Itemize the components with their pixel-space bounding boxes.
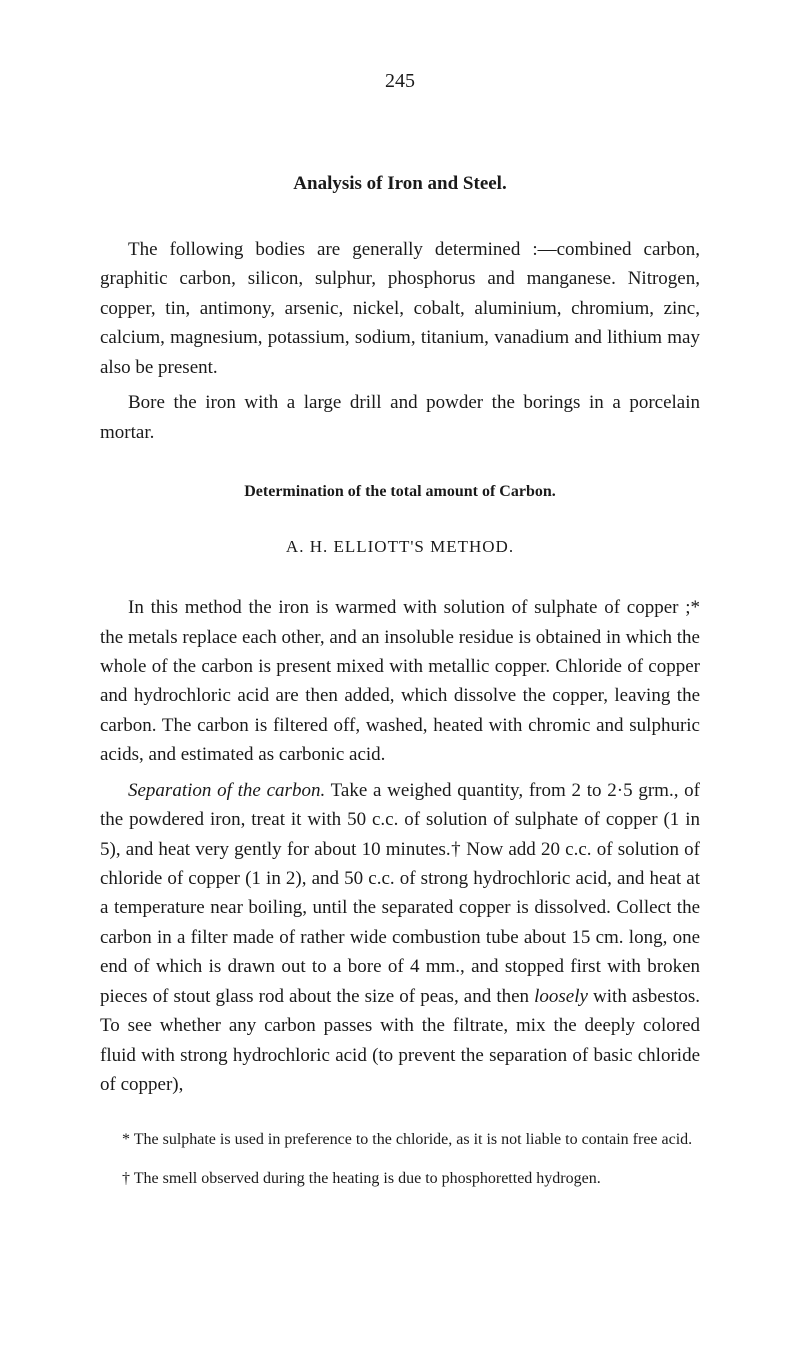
paragraph-bore: Bore the iron with a large drill and pow…	[100, 388, 700, 447]
page-number: 245	[100, 70, 700, 93]
main-title: Analysis of Iron and Steel.	[100, 173, 700, 195]
footnote-1: * The sulphate is used in preference to …	[100, 1128, 700, 1151]
paragraph-separation: Separation of the carbon. Take a weighed…	[100, 776, 700, 1100]
separation-lead: Separation of the carbon.	[128, 780, 325, 801]
paragraph-method-intro: In this method the iron is warmed with s…	[100, 593, 700, 770]
page: 245 Analysis of Iron and Steel. The foll…	[0, 0, 800, 1349]
footnotes: * The sulphate is used in preference to …	[100, 1128, 700, 1190]
separation-body: Take a weighed quantity, from 2 to 2·5 g…	[100, 780, 700, 1007]
paragraph-intro: The following bodies are generally deter…	[100, 235, 700, 382]
footnote-2: † The smell observed during the heating …	[100, 1167, 700, 1190]
separation-loosely: loosely	[534, 986, 588, 1007]
method-title: A. H. ELLIOTT'S METHOD.	[100, 537, 700, 557]
section-title: Determination of the total amount of Car…	[100, 483, 700, 501]
